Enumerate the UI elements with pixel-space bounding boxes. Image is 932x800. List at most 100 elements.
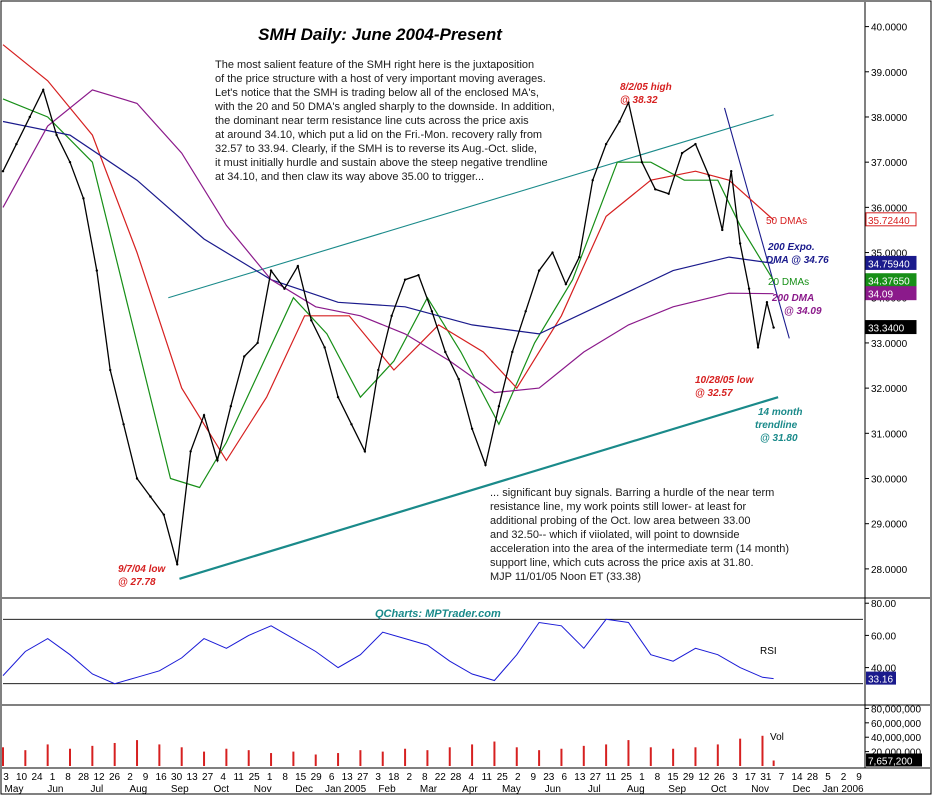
annotation-high: 8/2/05 high @ 38.32	[620, 82, 672, 106]
price-point	[55, 133, 58, 137]
price-point	[28, 115, 32, 119]
price-point	[730, 170, 733, 173]
price-point	[537, 269, 541, 272]
price-point	[296, 264, 300, 268]
axis-value-label: 33.3400	[868, 324, 905, 335]
x-day-label: 29	[311, 772, 323, 783]
x-day-label: 28	[450, 772, 462, 783]
x-day-label: 2	[841, 772, 847, 783]
x-month-label: May	[5, 784, 24, 795]
price-point	[109, 368, 112, 372]
price-point	[95, 269, 99, 272]
commentary-line: ... significant buy signals. Barring a h…	[490, 487, 774, 499]
price-point	[618, 120, 621, 123]
trendline	[168, 114, 774, 299]
commentary-line: 32.57 to 33.94. Clearly, if the SMH is t…	[215, 143, 537, 155]
price-tick-label: 40.0000	[871, 23, 908, 34]
x-month-label: Sep	[668, 784, 686, 795]
volume-current-label: 7,657,200	[868, 756, 913, 767]
x-month-label: Jun	[47, 784, 63, 795]
price-point	[122, 423, 125, 426]
x-day-label: 23	[543, 772, 555, 783]
x-month-label: Jun	[545, 784, 561, 795]
x-day-label: 31	[760, 772, 772, 783]
price-point	[377, 368, 380, 372]
annotation-20dma: 20 DMAs	[768, 277, 809, 288]
price-tick-label: 32.0000	[871, 384, 908, 395]
axis-value-label: 34.37650	[868, 277, 910, 288]
x-day-label: 28	[807, 772, 819, 783]
annotation-trendline-line2: trendline	[755, 420, 798, 431]
price-point	[497, 404, 501, 408]
price-tick-label: 31.0000	[871, 429, 908, 440]
commentary-line: acceleration into the area of the interm…	[490, 543, 789, 555]
commentary-bottom: ... significant buy signals. Barring a h…	[490, 487, 789, 583]
price-point	[591, 179, 594, 182]
price-point	[256, 341, 259, 345]
price-point	[430, 310, 434, 313]
rsi-current-box	[866, 671, 896, 685]
price-point	[640, 160, 644, 164]
price-point	[564, 282, 568, 286]
x-day-label: 3	[732, 772, 738, 783]
commentary-line: at around 34.10, which put a lid on the …	[215, 129, 542, 141]
chart-title: SMH Daily: June 2004-Present	[258, 25, 503, 44]
x-month-label: Oct	[213, 784, 229, 795]
x-day-label: 10	[16, 772, 28, 783]
price-point	[654, 188, 657, 191]
x-day-label: 3	[3, 772, 9, 783]
x-day-label: 26	[109, 772, 121, 783]
annotation-200-expo: 200 Expo. DMA @ 34.76	[766, 242, 829, 266]
commentary-line: the dominant near term resistance line c…	[215, 115, 529, 127]
price-point	[149, 495, 152, 498]
price-point	[403, 278, 407, 281]
price-point	[269, 269, 273, 272]
x-day-label: 22	[435, 772, 447, 783]
x-day-label: 27	[202, 772, 214, 783]
annotation-low-2004-value: @ 27.78	[118, 577, 156, 588]
price-point	[747, 287, 751, 290]
x-day-label: 17	[745, 772, 757, 783]
annotation-low-oct: 10/28/05 low @ 32.57	[695, 375, 755, 399]
trendline	[179, 396, 779, 580]
time-axis: 3 10 24 1 8 28 12 26 2 9 16 30 13 27 4 11 25 1 8 15 29 6 13 27 3…	[3, 772, 864, 795]
x-day-label: 4	[468, 772, 474, 783]
price-tick-label: 30.0000	[871, 475, 908, 486]
price-point	[323, 346, 326, 349]
price-point	[444, 350, 447, 354]
x-month-label: Aug	[627, 784, 645, 795]
x-day-label: 24	[31, 772, 43, 783]
annotation-50dma: 50 DMAs	[766, 216, 807, 227]
trendline	[723, 107, 790, 339]
price-point	[417, 273, 420, 277]
x-day-label: 16	[156, 772, 168, 783]
price-point	[229, 404, 233, 408]
x-day-label: 8	[282, 772, 288, 783]
x-day-label: 1	[267, 772, 273, 783]
price-point	[15, 142, 18, 146]
x-day-label: 29	[683, 772, 695, 783]
annotation-200-expo-line2: DMA @ 34.76	[766, 255, 829, 266]
price-tick-label: 36.0000	[871, 203, 908, 214]
price-point	[680, 151, 684, 155]
x-day-label: 7	[779, 772, 785, 783]
annotation-200dma: 200 DMA @ 34.09	[771, 293, 822, 317]
moving-average-line	[2, 98, 775, 489]
price-point	[390, 314, 393, 318]
x-day-label: 28	[78, 772, 90, 783]
commentary-line: MJP 11/01/05 Noon ET (33.38)	[490, 571, 641, 583]
x-month-label: Nov	[751, 784, 769, 795]
x-day-label: 8	[65, 772, 71, 783]
price-point	[551, 251, 554, 254]
rsi-current-label: 33.16	[868, 675, 893, 686]
price-point	[243, 355, 246, 358]
price-point	[627, 101, 630, 104]
x-day-label: 13	[187, 772, 199, 783]
x-day-label: 13	[342, 772, 354, 783]
annotation-low-oct-label: 10/28/05 low	[695, 375, 755, 386]
price-point	[135, 477, 139, 480]
price-point	[578, 255, 581, 259]
commentary-line: it must initially hurdle and sustain abo…	[215, 157, 548, 169]
